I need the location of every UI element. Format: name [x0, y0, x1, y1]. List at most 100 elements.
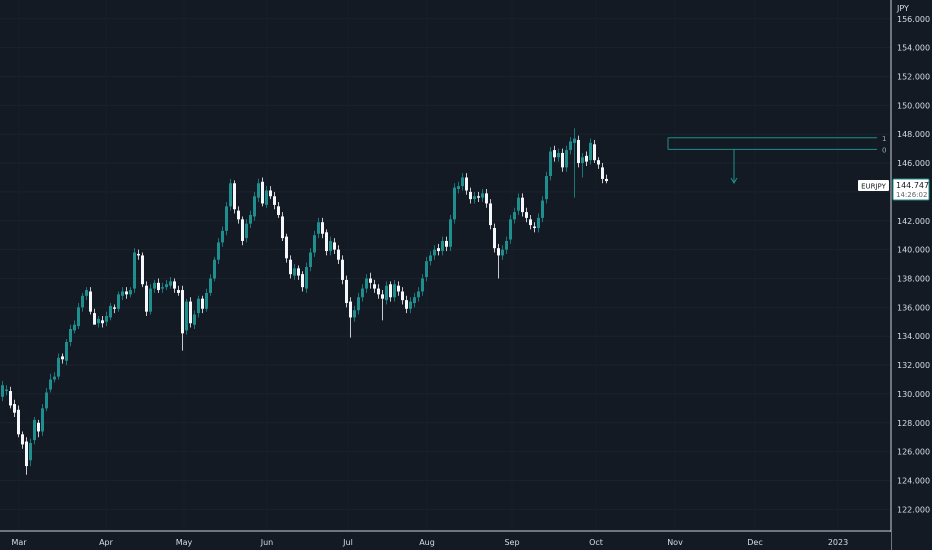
candle-body	[381, 294, 384, 299]
candle-body	[365, 278, 368, 289]
candle-body	[33, 419, 36, 441]
candle-body	[217, 242, 220, 260]
candle-body	[165, 284, 168, 288]
price-tick-label: 138.000	[897, 274, 930, 283]
candle-body	[265, 190, 268, 205]
candle-body	[153, 282, 156, 289]
price-tick-label: 154.000	[897, 44, 930, 53]
currency-label: JPY	[896, 4, 909, 13]
candle-body	[309, 252, 312, 267]
candle-body	[533, 226, 536, 228]
candle-body	[157, 282, 160, 291]
candle-body	[13, 404, 16, 413]
price-tick-label: 140.000	[897, 246, 930, 255]
candle-body	[45, 392, 48, 409]
candle-body	[149, 288, 152, 312]
fib-retracement-drawing[interactable]: 10	[667, 135, 886, 155]
candle-body	[57, 357, 60, 377]
candle-body	[161, 287, 164, 289]
candle-body	[337, 249, 340, 260]
time-axis-panel[interactable]	[0, 532, 891, 550]
candle-body	[505, 240, 508, 250]
candle-body	[565, 150, 568, 168]
candle-body	[573, 138, 576, 143]
candle-body	[189, 301, 192, 324]
fib-level-label: 0	[882, 146, 886, 154]
time-tick-label: Mar	[11, 538, 27, 547]
candle-body	[5, 389, 8, 392]
candle-body	[389, 284, 392, 298]
candle-body	[101, 320, 104, 324]
candle-body	[497, 248, 500, 256]
candle-body	[469, 191, 472, 200]
candle-body	[241, 219, 244, 241]
candle-body	[561, 152, 564, 168]
candle-body	[301, 274, 304, 288]
candle-body	[433, 249, 436, 256]
price-tick-label: 130.000	[897, 390, 930, 399]
price-tick-label: 136.000	[897, 303, 930, 312]
candle-body	[369, 278, 372, 283]
price-tick-label: 142.000	[897, 217, 930, 226]
candle-body	[605, 178, 608, 182]
candle-body	[313, 235, 316, 253]
down-arrow-drawing[interactable]	[730, 149, 738, 184]
candle-body	[473, 196, 476, 200]
time-tick-label: Jun	[260, 538, 274, 547]
candle-body	[297, 268, 300, 276]
candle-body	[501, 249, 504, 256]
candle-body	[449, 219, 452, 247]
price-tick-label: 128.000	[897, 419, 930, 428]
candle-body	[85, 290, 88, 296]
candle-body	[69, 328, 72, 342]
candle-body	[97, 318, 100, 324]
time-tick-label: Dec	[747, 538, 762, 547]
time-tick-label: Nov	[667, 538, 683, 547]
fib-level-label: 1	[882, 135, 886, 143]
candle-body	[549, 151, 552, 177]
candle-body	[245, 223, 248, 239]
candle-body	[117, 294, 120, 309]
candle-body	[121, 291, 124, 296]
candle-body	[569, 141, 572, 151]
candle-body	[401, 291, 404, 301]
candle-body	[41, 408, 44, 432]
candle-body	[49, 379, 52, 390]
last-price-box	[892, 178, 930, 201]
candle-body	[453, 187, 456, 220]
candle-body	[81, 295, 84, 308]
price-axis-panel[interactable]	[892, 0, 932, 550]
candle-body	[293, 268, 296, 276]
candle-body	[477, 196, 480, 198]
candle-body	[197, 298, 200, 314]
candle-body	[413, 297, 416, 304]
candle-body	[461, 177, 464, 187]
price-tick-label: 148.000	[897, 130, 930, 139]
candle-body	[385, 285, 388, 301]
candle-body	[321, 222, 324, 234]
price-tick-label: 126.000	[897, 448, 930, 457]
candle-body	[485, 193, 488, 204]
candle-body	[253, 196, 256, 217]
candle-body	[557, 152, 560, 158]
candle-body	[589, 142, 592, 161]
candles	[1, 128, 608, 475]
symbol-tag-box	[858, 180, 889, 191]
candle-body	[213, 259, 216, 279]
time-tick-label: Aug	[419, 538, 435, 547]
candle-body	[61, 356, 64, 360]
candle-body	[493, 227, 496, 249]
countdown-timer: 14:26:02	[896, 191, 927, 199]
candle-body	[105, 316, 108, 322]
candle-body	[541, 200, 544, 218]
candle-body	[421, 278, 424, 292]
candle-body	[257, 183, 260, 198]
candle-body	[329, 240, 332, 252]
candle-body	[305, 266, 308, 289]
price-tick-label: 156.000	[897, 15, 930, 24]
time-tick-label: Jul	[342, 538, 353, 547]
candle-body	[341, 259, 344, 280]
